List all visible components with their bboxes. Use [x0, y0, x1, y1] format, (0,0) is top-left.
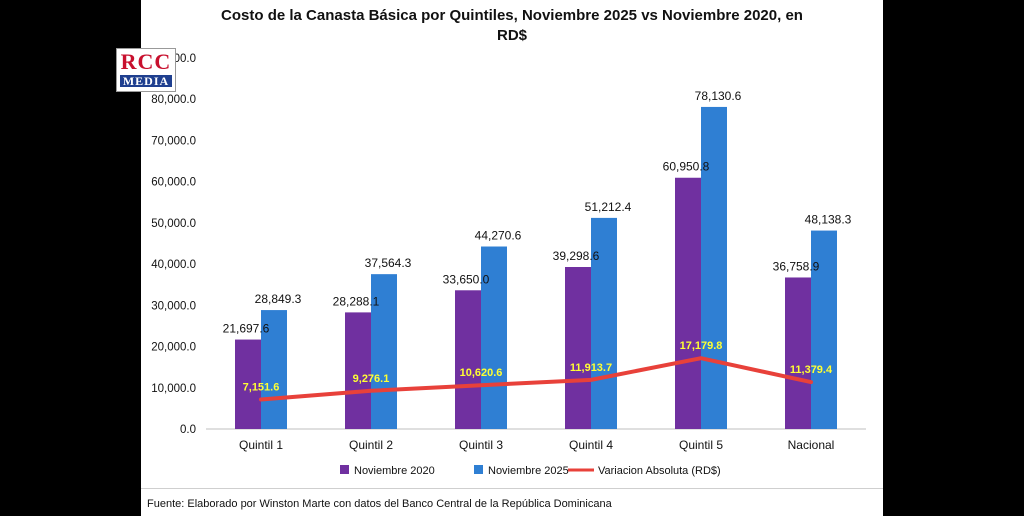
bar-value-label: 78,130.6: [695, 89, 742, 103]
line-value-label: 11,379.4: [790, 364, 833, 376]
bar-nov-2020: [785, 277, 811, 429]
bar-nov-2020: [345, 312, 371, 429]
y-tick-label: 40,000.0: [151, 259, 196, 271]
y-tick-label: 50,000.0: [151, 218, 196, 230]
x-axis: Quintil 1 Quintil 2 Quintil 3 Quintil 4 Quin…: [206, 428, 866, 452]
y-tick-label: 30,000.0: [151, 300, 196, 312]
bar-value-label: 48,138.3: [805, 213, 852, 227]
bar-value-label: 36,758.9: [773, 259, 820, 273]
chart-title-line-2: RD$: [496, 27, 527, 44]
line-series: [259, 356, 813, 402]
x-tick-label: Quintil 1: [239, 438, 283, 452]
line-value-labels: 7,151.6 9,276.1 10,620.6 11,913.7 17,179.8 11…: [243, 340, 833, 393]
bar-nov-2020: [675, 177, 701, 429]
x-tick-label: Nacional: [788, 438, 835, 452]
chart-title: Costo de la Canasta Básica por Quintiles…: [141, 6, 883, 46]
line-value-label: 9,276.1: [353, 373, 390, 385]
line-value-label: 17,179.8: [680, 340, 723, 352]
x-tick-label: Quintil 5: [679, 438, 723, 452]
line-value-label: 11,913.7: [570, 362, 612, 374]
bar-nov-2025: [371, 274, 397, 429]
logo-top-text: RCC: [120, 49, 172, 74]
legend-label: Variacion Absoluta (RD$): [598, 465, 721, 477]
bar-value-label: 28,288.1: [333, 294, 380, 308]
bar-value-label: 44,270.6: [475, 229, 522, 243]
bar-nov-2025: [591, 217, 617, 429]
bar-value-label: 51,212.4: [585, 200, 632, 214]
bar-nov-2025: [261, 310, 287, 429]
bar-nov-2020: [565, 267, 591, 429]
y-tick-label: 70,000.0: [151, 135, 196, 147]
bar-value-label: 28,849.3: [255, 292, 302, 306]
bar-value-label: 39,298.6: [553, 249, 600, 263]
bar-nov-2020: [455, 290, 481, 429]
line-value-label: 7,151.6: [243, 382, 280, 394]
bar-value-label: 21,697.6: [223, 322, 270, 336]
bar-value-label: 60,950.8: [663, 160, 710, 174]
bar-value-labels: 21,697.6 28,849.3 28,288.1 37,564.3 33,650.0…: [223, 89, 852, 336]
y-tick-label: 0.0: [180, 424, 196, 436]
bar-nov-2025: [701, 106, 727, 429]
bar-series: [235, 106, 837, 429]
source-footer: Fuente: Elaborado por Winston Marte con …: [141, 488, 883, 516]
x-tick-label: Quintil 2: [349, 438, 393, 452]
line-variacion-absoluta: [259, 356, 813, 402]
rcc-media-logo: RCC MEDIA: [116, 48, 176, 92]
y-tick-label: 10,000.0: [151, 383, 196, 395]
chart-title-line-1: Costo de la Canasta Básica por Quintiles…: [221, 7, 803, 24]
bar-nov-2025: [811, 230, 837, 429]
bar-value-label: 37,564.3: [365, 256, 412, 270]
x-tick-label: Quintil 3: [459, 438, 503, 452]
y-tick-label: 80,000.0: [151, 94, 196, 106]
legend-swatch: [340, 465, 349, 474]
legend-label: Noviembre 2020: [354, 465, 435, 477]
line-value-label: 10,620.6: [460, 367, 503, 379]
legend-swatch: [474, 465, 483, 474]
y-axis: 0.0 10,000.0 20,000.0 30,000.0 40,000.0 50,00…: [151, 53, 196, 436]
bar-nov-2025: [481, 246, 507, 429]
y-tick-label: 60,000.0: [151, 177, 196, 189]
legend: Noviembre 2020 Noviembre 2025 Variacion Ab…: [340, 465, 721, 477]
y-tick-label: 20,000.0: [151, 342, 196, 354]
logo-bottom-text: MEDIA: [120, 75, 172, 87]
bar-nov-2020: [235, 339, 261, 429]
source-note: Fuente: Elaborado por Winston Marte con …: [147, 498, 612, 510]
legend-label: Noviembre 2025: [488, 465, 569, 477]
bar-value-label: 33,650.0: [443, 272, 490, 286]
x-tick-label: Quintil 4: [569, 438, 613, 452]
